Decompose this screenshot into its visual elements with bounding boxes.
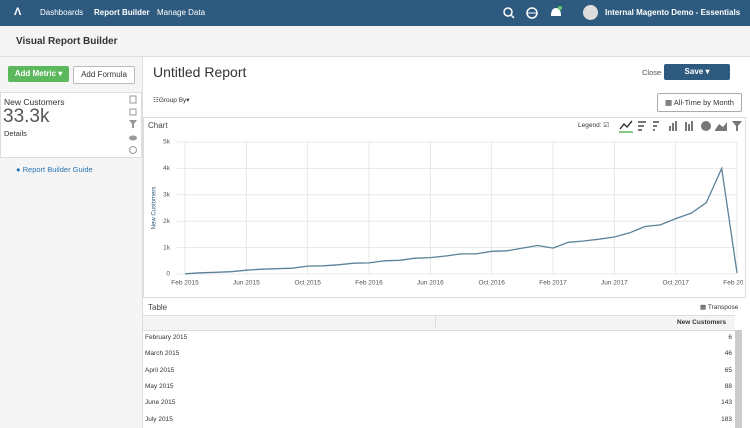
x-tick-label: Feb 2015	[171, 280, 199, 287]
row-label: June 2015	[145, 399, 176, 407]
transpose-label: Transpose	[707, 304, 739, 311]
x-tick-label: Oct 2016	[478, 280, 505, 287]
x-tick-label: Jun 2016	[417, 280, 444, 287]
row-value: 6	[728, 334, 732, 341]
time-range-button[interactable]: ▦ All-Time by Month	[657, 93, 742, 112]
guide-label: Report Builder Guide	[22, 165, 93, 174]
header-bar	[0, 26, 750, 57]
guide-link[interactable]: ● Report Builder Guide	[16, 165, 93, 174]
metric-name: New Customers	[4, 97, 65, 107]
close-button[interactable]: Close	[642, 68, 662, 77]
row-label: February 2015	[145, 334, 188, 341]
row-value: 65	[724, 366, 732, 374]
nav-bar	[0, 0, 750, 26]
y-axis-label: New Customers	[152, 187, 158, 230]
nav-link[interactable]: Dashboards	[40, 8, 84, 17]
time-range-label: All-Time by Month	[673, 98, 734, 107]
scrollbar[interactable]	[735, 330, 742, 428]
line-chart: New Customers 0 1k 2k 3k 4k 5k Feb 2015 Jun 2015…	[152, 139, 743, 287]
nav-link[interactable]: Report Builder	[94, 8, 150, 17]
y-tick-label: 1k	[163, 244, 171, 251]
metric-details[interactable]: Details	[4, 129, 27, 138]
nav-link[interactable]: Manage Data	[157, 8, 206, 17]
row-label: May 2015	[145, 382, 174, 390]
column-divider	[435, 315, 436, 329]
avatar[interactable]	[583, 5, 598, 20]
chart-panel	[143, 117, 746, 298]
nav-icons[interactable]	[500, 5, 570, 21]
transpose-button[interactable]: ▦ Transpose	[700, 304, 739, 311]
y-tick-label: 4k	[163, 165, 171, 172]
row-label: July 2015	[145, 415, 173, 423]
row-value: 183	[721, 415, 732, 423]
legend-toggle[interactable]: Legend: ☑	[578, 122, 610, 129]
x-tick-label: Feb 2016	[355, 280, 383, 287]
button-label: Add Metric	[14, 69, 57, 78]
logo[interactable]: Λ	[14, 6, 22, 18]
y-tick-label: 3k	[163, 192, 171, 199]
data-line	[184, 166, 738, 275]
y-tick-label: 2k	[163, 218, 171, 225]
add-formula-button[interactable]: Add Formula	[73, 66, 135, 84]
metric-value: 33.3k	[3, 106, 50, 127]
x-tick-label: Jun 2015	[233, 280, 260, 287]
y-tick-label: 5k	[163, 139, 171, 146]
row-value: 143	[721, 399, 732, 407]
x-tick-label: Jun 2017	[601, 280, 628, 287]
save-button[interactable]: Save ▾	[664, 64, 730, 80]
legend-label: Legend:	[578, 122, 602, 129]
chart-type-icons[interactable]	[618, 118, 743, 134]
report-title[interactable]: Untitled Report	[153, 64, 247, 80]
x-tick-label: Feb 2018	[723, 280, 743, 287]
group-by-button[interactable]: ☷Group By▾	[153, 97, 190, 104]
metric-icons[interactable]	[128, 95, 138, 155]
button-label: Save	[684, 67, 704, 76]
x-tick-label: Oct 2015	[294, 280, 321, 287]
table-label: Table	[148, 303, 168, 312]
chart-label: Chart	[148, 121, 168, 130]
y-tick-label: 0	[166, 271, 170, 278]
x-tick-label: Feb 2017	[539, 280, 567, 287]
column-header[interactable]: New Customers	[677, 319, 727, 326]
row-label: April 2015	[145, 366, 175, 374]
page-title: Visual Report Builder	[16, 36, 118, 47]
group-by-label: Group By	[158, 97, 187, 104]
metric-card[interactable]	[0, 92, 142, 158]
row-value: 46	[724, 350, 732, 358]
table-header	[143, 315, 735, 331]
x-tick-label: Oct 2017	[662, 280, 689, 287]
account-name[interactable]: Internal Magento Demo - Essentials	[605, 8, 741, 17]
add-metric-button[interactable]: Add Metric ▾	[8, 66, 69, 82]
row-value: 88	[724, 382, 732, 390]
row-label: March 2015	[145, 350, 180, 358]
